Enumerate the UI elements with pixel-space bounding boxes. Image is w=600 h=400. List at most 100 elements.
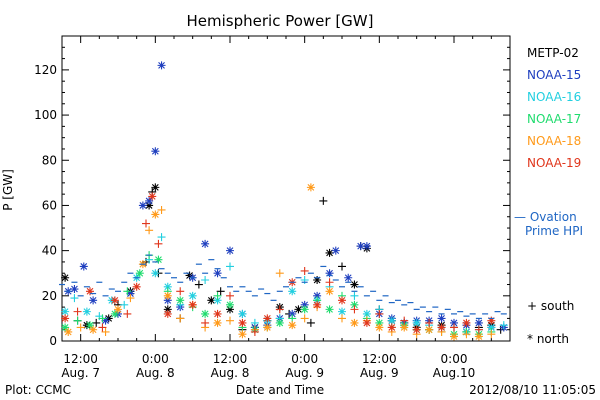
data-point-star — [132, 282, 141, 291]
data-point-plus — [487, 330, 496, 339]
data-point-star — [110, 309, 119, 318]
data-point-star — [226, 246, 234, 255]
data-point-plus — [120, 300, 129, 309]
data-point-plus — [216, 287, 225, 296]
data-point-plus — [76, 323, 85, 332]
data-point-star — [148, 192, 157, 201]
data-point-star — [437, 314, 446, 323]
legend-item: NOAA-18 — [527, 134, 581, 148]
data-point-star — [300, 305, 309, 314]
data-point-star — [213, 296, 222, 305]
data-point-star — [135, 269, 144, 278]
x-tick-label: 0:00 — [291, 352, 318, 366]
x-tick-date: Aug. 8 — [211, 366, 250, 380]
data-point-star — [294, 305, 303, 314]
data-point-plus — [450, 323, 458, 332]
data-point-plus — [400, 316, 409, 325]
legend-ovation-line2: Prime HPI — [525, 224, 583, 238]
data-point-plus — [226, 316, 234, 325]
data-point-plus — [462, 330, 471, 339]
data-point-star — [104, 314, 113, 323]
data-point-plus — [275, 269, 284, 278]
data-point-plus — [474, 325, 483, 334]
legend-item: NOAA-16 — [527, 90, 581, 104]
legend-north-marker: * north — [527, 332, 569, 346]
data-point-plus — [154, 239, 163, 248]
data-point-star — [154, 255, 163, 264]
data-point-star — [86, 287, 94, 296]
data-point-star — [61, 314, 70, 323]
data-point-plus — [319, 196, 328, 205]
data-point-star — [425, 325, 434, 334]
data-point-plus — [70, 294, 79, 303]
data-point-star — [338, 296, 346, 305]
data-point-star — [207, 296, 216, 305]
data-point-plus — [300, 314, 309, 323]
data-point-star — [163, 309, 172, 318]
x-axis-label: Date and Time — [236, 383, 324, 397]
data-point-star — [61, 323, 70, 332]
data-point-plus — [306, 318, 315, 327]
data-point-plus — [101, 327, 110, 336]
data-point-star — [313, 291, 322, 300]
y-tick-label: 40 — [42, 244, 57, 258]
data-point-plus — [123, 287, 132, 296]
data-point-plus — [425, 318, 434, 327]
data-point-star — [126, 289, 135, 298]
data-point-star — [82, 307, 91, 316]
data-point-star — [70, 285, 79, 294]
data-point-star — [79, 262, 88, 271]
x-tick-label: 0:00 — [441, 352, 468, 366]
data-point-plus — [92, 318, 101, 327]
series-ovation-prime-hpi — [59, 254, 507, 320]
footer-timestamp: 2012/08/10 11:05:05 — [469, 383, 596, 397]
data-point-star — [226, 305, 234, 314]
legend-item: NOAA-19 — [527, 156, 581, 170]
data-point-plus — [201, 318, 210, 327]
data-point-plus — [157, 233, 166, 242]
data-point-plus — [226, 262, 234, 271]
data-point-plus — [142, 219, 150, 228]
data-point-star — [450, 318, 458, 327]
data-point-plus — [213, 291, 222, 300]
data-point-plus — [98, 323, 107, 332]
data-point-plus — [325, 278, 334, 287]
data-point-plus — [250, 318, 259, 327]
data-point-star — [157, 61, 166, 70]
data-point-star — [163, 305, 172, 314]
data-point-star — [375, 318, 384, 327]
legend-item: NOAA-15 — [527, 68, 581, 82]
y-axis-label: P [GW] — [1, 169, 15, 211]
data-point-star — [151, 269, 160, 278]
data-point-star — [64, 327, 73, 336]
data-point-plus — [499, 321, 508, 330]
data-point-star — [89, 296, 98, 305]
data-point-star — [185, 271, 194, 280]
x-tick-date: Aug. 9 — [285, 366, 324, 380]
data-point-star — [344, 273, 353, 282]
data-point-plus — [275, 305, 284, 314]
y-tick-label: 0 — [49, 334, 57, 348]
data-point-star — [213, 309, 222, 318]
data-point-star — [325, 305, 334, 314]
data-point-star — [356, 242, 365, 251]
data-point-plus — [176, 287, 185, 296]
x-tick-date: Aug.10 — [433, 366, 476, 380]
data-point-plus — [375, 309, 384, 318]
data-point-star — [213, 318, 222, 327]
data-point-star — [400, 323, 409, 332]
legend-ovation-line1: — Ovation — [514, 210, 577, 224]
data-point-star — [288, 309, 297, 318]
data-point-star — [331, 246, 340, 255]
chart-title: Hemispheric Power [GW] — [187, 12, 374, 30]
data-point-plus — [250, 327, 259, 336]
data-point-star — [201, 239, 210, 248]
data-point-star — [145, 201, 154, 210]
y-tick-label: 80 — [42, 153, 57, 167]
data-point-plus — [123, 309, 132, 318]
data-point-star — [325, 269, 334, 278]
data-point-star — [201, 309, 210, 318]
data-point-star — [462, 318, 471, 327]
data-point-star — [487, 323, 496, 332]
